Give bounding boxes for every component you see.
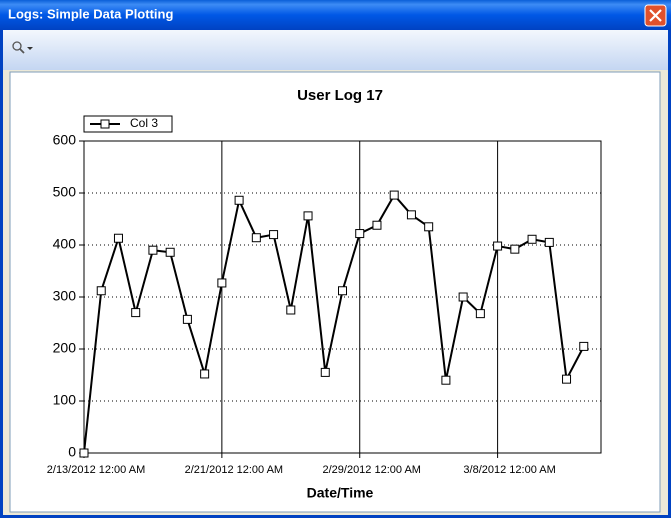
legend-marker [100,119,110,129]
y-tick-label: 100 [53,392,77,408]
data-point [527,234,537,244]
legend-label: Col 3 [130,116,158,130]
chart-panel [9,71,661,513]
y-tick-label: 400 [53,236,77,252]
data-point [493,241,503,251]
x-tick-label: 2/21/2012 12:00 AM [185,464,283,476]
x-tick-label: 2/29/2012 12:00 AM [322,464,420,476]
data-point [113,233,123,243]
data-point [389,190,399,200]
data-point [303,211,313,221]
window-title: Logs: Simple Data Plotting [8,6,173,21]
data-point [372,220,382,230]
y-tick-label: 500 [53,184,77,200]
data-point [475,309,485,319]
zoom-button[interactable] [12,41,33,54]
y-tick-label: 600 [53,132,77,148]
data-point [562,374,572,384]
toolbar [3,30,668,70]
x-tick-label: 3/8/2012 12:00 AM [463,464,555,476]
data-point [510,244,520,254]
y-tick-label: 0 [68,444,76,460]
data-point [338,286,347,296]
data-point [96,286,106,296]
data-point [355,229,365,239]
data-point [148,245,158,255]
chart-title: User Log 17 [297,87,383,104]
data-point [320,367,330,377]
data-point [251,233,261,243]
data-point [200,369,210,379]
data-point [286,305,296,315]
data-point [441,375,451,385]
close-button[interactable] [644,4,667,27]
data-point [269,230,279,240]
plot-frame [83,140,602,454]
data-point [406,210,416,220]
x-tick-label: 2/13/2012 12:00 AM [47,464,145,476]
y-tick-label: 300 [53,288,77,304]
data-point [424,222,434,232]
data-point [234,195,244,205]
y-tick-label: 200 [53,340,77,356]
data-point [79,448,89,458]
title-bar [0,0,671,30]
data-point [131,308,141,318]
data-point [182,314,192,324]
data-point [165,247,175,257]
x-axis-label: Date/Time [307,485,374,501]
data-point [544,237,554,247]
data-point [458,292,468,302]
data-point [217,278,227,288]
data-point [579,341,589,351]
